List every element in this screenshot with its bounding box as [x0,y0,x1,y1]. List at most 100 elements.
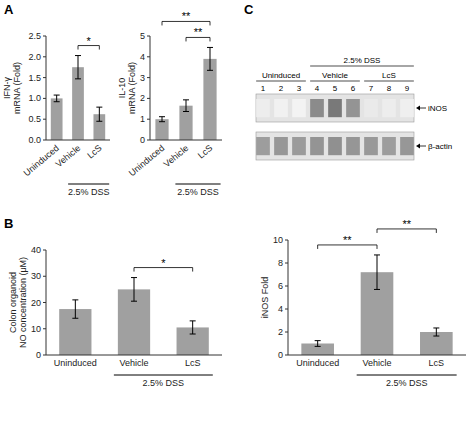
y-tick-label: 1 [140,114,145,124]
error-bar [374,255,380,290]
y-tick-label: 40 [31,245,41,255]
group-line [357,375,457,376]
lane-label: 4 [315,84,320,93]
band [400,137,414,155]
x-tick-label: Vehicle [54,143,83,169]
error-bar [131,278,137,302]
y-tick [43,36,46,37]
y-tick-label: 0.0 [28,135,41,145]
group-line [364,81,414,82]
y-tick-label: 6 [278,281,283,291]
y-tick-label: 0.5 [28,114,41,124]
y-axis-label-line: iNOS Fold [260,277,270,319]
y-tick [285,332,288,333]
y-tick-label: 2.5 [28,31,41,41]
group-line [310,66,414,67]
y-axis-label: iNOS Fold [260,277,270,319]
band [382,137,396,155]
band [346,99,360,117]
error-bar [75,56,81,79]
y-axis-label-line: mRNA (Fold) [127,62,137,114]
significance-label: ** [402,218,411,230]
bar-chart: 010203040UninducedVehicleLcSColon organo… [8,245,222,388]
group-label: Uninduced [262,71,300,80]
x-tick-label: Vehicle [119,358,148,368]
error-bar [54,95,60,102]
y-tick [147,56,150,57]
y-tick-label: 10 [273,235,283,245]
x-tick-label: LcS [429,358,445,368]
y-tick [43,140,46,141]
panel-label: A [4,2,14,17]
error-bar [159,117,165,122]
y-tick [43,276,46,277]
y-axis [150,36,151,140]
x-axis [288,355,466,356]
marks [59,278,209,355]
y-tick-label: 2 [140,93,145,103]
group-line [68,184,109,185]
group-line [256,81,306,82]
group-line [175,184,220,185]
group-label: 2.5% DSS [143,378,185,388]
significance-label: ** [194,26,203,38]
y-tick [43,77,46,78]
y-tick [147,98,150,99]
panel-label: C [244,2,254,17]
blot-row [256,132,414,160]
lane-label: 9 [405,84,410,93]
row-label: β-actin [428,142,452,151]
lane-label: 2 [279,84,284,93]
y-axis-label: Colon organoidNO concentration (μM) [8,257,28,348]
y-tick-label: 4 [278,304,283,314]
y-tick-label: 2.0 [28,52,41,62]
y-tick-label: 2 [278,327,283,337]
bar [203,59,216,140]
y-axis-label: IFN-γmRNA (Fold) [2,62,22,114]
y-tick [43,328,46,329]
x-axis [46,140,110,141]
y-axis [46,36,47,140]
x-tick-label: Uninduced [296,358,339,368]
row-label: iNOS [428,104,447,113]
band [310,137,324,155]
y-tick [285,355,288,356]
band [328,137,342,155]
y-axis-label-line: IFN-γ [2,77,12,99]
x-tick-label: LcS [85,143,103,161]
marks [51,56,105,140]
y-tick-label: 30 [31,271,41,281]
x-tick-label: Uninduced [54,358,97,368]
y-axis [288,240,289,355]
band [256,99,270,117]
significance-label: ** [182,10,191,22]
error-bar [190,321,196,334]
blot: iNOSβ-actin123456789UninducedVehicleLcS2… [256,56,452,160]
lane-label: 8 [387,84,392,93]
y-tick [285,263,288,264]
significance-label: ** [343,234,352,246]
x-axis [150,140,222,141]
group-label: Vehicle [322,71,348,80]
error-bar [207,47,213,70]
x-tick-label: LcS [185,358,201,368]
significance-label: * [161,257,166,269]
bar-chart: 0246810UninducedVehicleLcSiNOS Fold2.5% … [260,218,466,388]
y-tick-label: 0 [36,350,41,360]
y-tick [147,77,150,78]
y-tick [43,56,46,57]
group-line [310,81,360,82]
group-label: 2.5% DSS [386,378,428,388]
lane-label: 7 [369,84,374,93]
band [292,137,306,155]
band [364,99,378,117]
y-tick [43,98,46,99]
y-tick [285,286,288,287]
bar-chart: 0.00.51.01.52.02.5UninducedVehicleLcSIFN… [2,31,110,197]
y-tick-label: 0 [278,350,283,360]
arrow [419,146,426,147]
y-tick-label: 1.5 [28,73,41,83]
lane-label: 1 [261,84,266,93]
y-axis-label-line: Colon organoid [8,272,18,333]
error-bar [183,100,189,112]
